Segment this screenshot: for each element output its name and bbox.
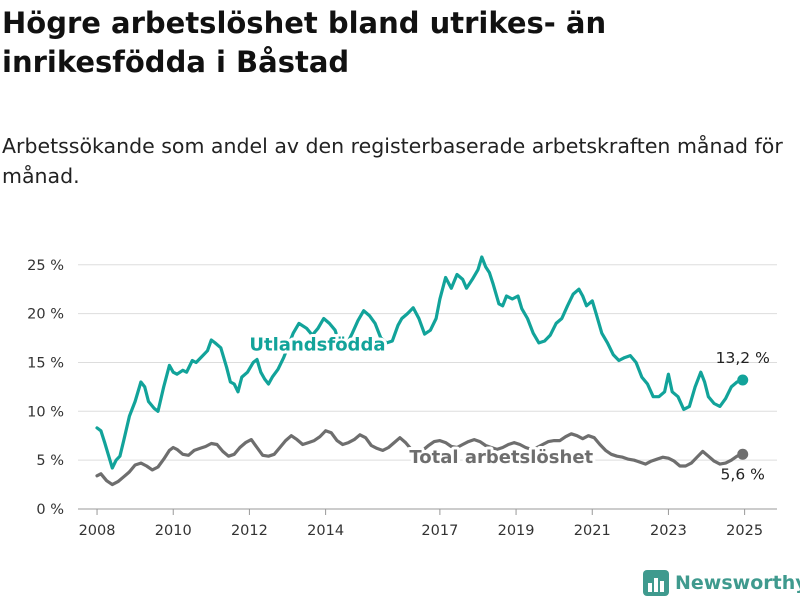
y-tick-label: 20 % bbox=[27, 307, 64, 323]
series-end-value-label: 13,2 % bbox=[716, 349, 770, 367]
bar-chart-icon bbox=[643, 570, 669, 596]
x-tick-label: 2017 bbox=[421, 523, 458, 539]
series-lines bbox=[95, 255, 749, 487]
y-tick-label: 15 % bbox=[27, 355, 64, 371]
logo-text: Newsworthy bbox=[675, 572, 800, 594]
series-line-utlandsfodda bbox=[95, 255, 745, 470]
y-tick-label: 5 % bbox=[36, 453, 64, 469]
axes: 0 % 5 % 10 % 15 % 20 % 25 % 2008 2010 2012 2014 20… bbox=[27, 258, 763, 539]
x-tick-label: 2008 bbox=[79, 523, 116, 539]
series-end-point bbox=[737, 374, 749, 386]
chart-title: Högre arbetslöshet bland utrikes- än inr… bbox=[2, 6, 607, 79]
series-name-label: Utlandsfödda bbox=[249, 335, 385, 356]
series-labels: 13,2 % 5,6 % Utlandsfödda Total arbetslöshe… bbox=[246, 332, 770, 484]
gridlines bbox=[78, 264, 777, 510]
x-tick-label: 2010 bbox=[155, 523, 192, 539]
x-tick-label: 2014 bbox=[307, 523, 344, 539]
x-tick-label: 2023 bbox=[650, 523, 687, 539]
series-end-value-label: 5,6 % bbox=[721, 465, 765, 483]
chart-subtitle: Arbetssökande som andel av den registerb… bbox=[2, 134, 783, 188]
newsworthy-logo: Newsworthy bbox=[643, 568, 800, 598]
series-end-point bbox=[737, 448, 749, 460]
y-tick-label: 10 % bbox=[27, 404, 64, 420]
x-tick-label: 2025 bbox=[726, 523, 763, 539]
y-tick-label: 25 % bbox=[27, 258, 64, 274]
series-line-total bbox=[95, 429, 745, 487]
y-tick-label: 0 % bbox=[36, 502, 64, 518]
series-name-label: Total arbetslöshet bbox=[409, 447, 593, 468]
x-tick-label: 2021 bbox=[574, 523, 611, 539]
x-tick-label: 2019 bbox=[498, 523, 535, 539]
x-tick-label: 2012 bbox=[231, 523, 268, 539]
